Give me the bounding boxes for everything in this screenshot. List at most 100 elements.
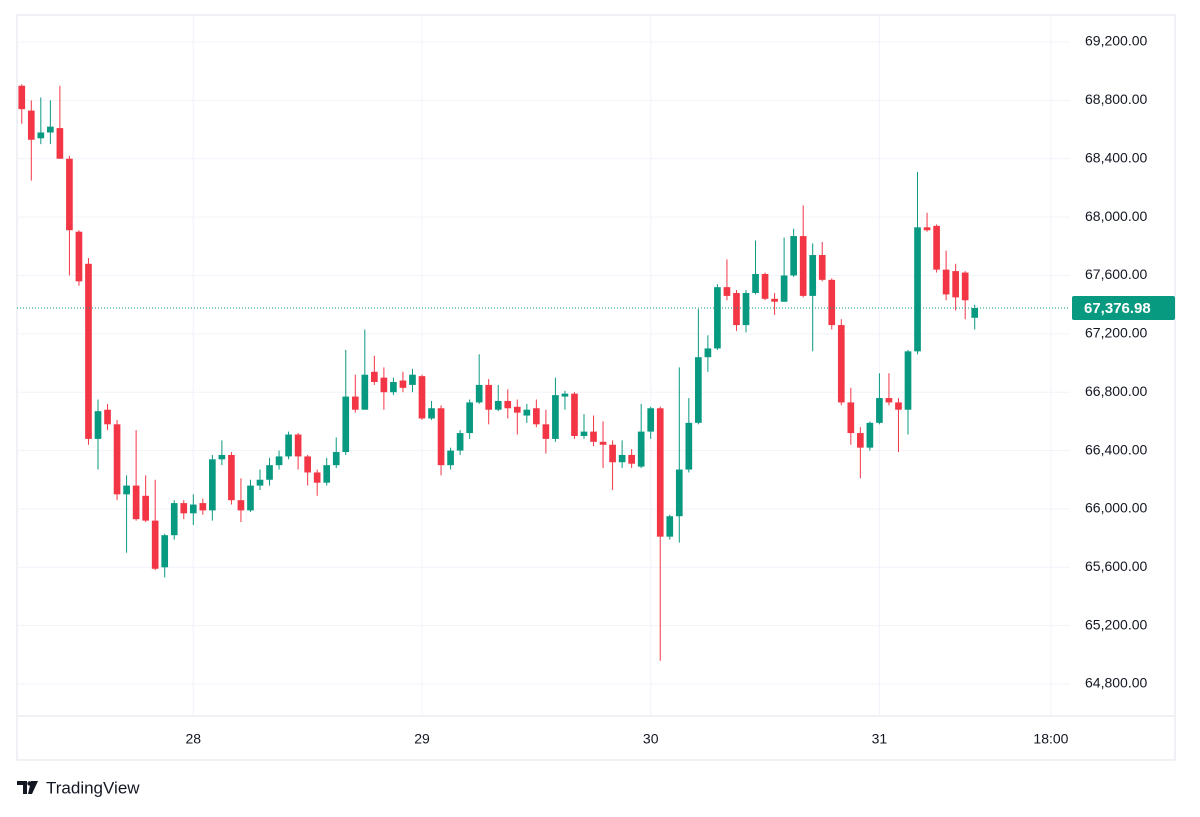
candle-body [132, 485, 140, 520]
candle-body [580, 431, 588, 436]
candle-body [695, 357, 702, 423]
candle-body [809, 255, 817, 296]
candle-body [37, 132, 45, 139]
y-tick-label: 69,200.00 [1085, 33, 1147, 49]
logo: TradingView [17, 778, 140, 797]
candle-body [390, 381, 397, 393]
candle-body [675, 469, 683, 517]
candle-body [494, 400, 502, 410]
candle-body [85, 263, 92, 439]
candle-body [123, 485, 130, 495]
candle-body [323, 465, 331, 483]
y-tick-label: 68,000.00 [1085, 208, 1147, 224]
candle-body [828, 279, 836, 326]
candle-body [923, 227, 931, 231]
candle-body [876, 398, 883, 423]
candle-body [799, 236, 807, 296]
candle-body [285, 434, 292, 457]
candle-body [599, 441, 607, 445]
y-tick-label: 66,400.00 [1085, 441, 1147, 457]
candle-body [199, 503, 207, 511]
candles [17, 84, 1070, 661]
candle-body [952, 271, 959, 298]
candle-body [666, 516, 674, 537]
candle-body [142, 495, 149, 521]
candle-body [628, 454, 635, 464]
x-tick-label: 31 [872, 731, 888, 747]
candle-body [847, 402, 855, 434]
candle-body [313, 472, 321, 483]
candle-body [647, 408, 655, 432]
candle-body [294, 434, 302, 457]
candle-body [399, 380, 407, 388]
candle-body [895, 402, 902, 410]
candle-body [790, 236, 797, 276]
candle-body [618, 454, 626, 463]
candle-body [866, 422, 874, 448]
candle-body [513, 406, 521, 413]
candle-body [380, 377, 388, 393]
y-tick-label: 65,600.00 [1085, 558, 1147, 574]
candle-body [733, 292, 740, 326]
candle-body [418, 376, 426, 419]
candle-body [361, 374, 369, 410]
candle-body [714, 287, 721, 349]
candle-body [504, 400, 512, 409]
candle-body [904, 351, 912, 410]
candle-body [466, 402, 473, 434]
y-tick-label: 66,000.00 [1085, 500, 1147, 516]
candle-body [209, 459, 216, 511]
candle-body [170, 503, 178, 536]
candle-body [590, 431, 597, 442]
candle-body [942, 269, 950, 295]
candle-body [752, 274, 759, 293]
candle-body [256, 479, 264, 486]
x-tick-label: 18:00 [1033, 731, 1068, 747]
candle-body [18, 85, 26, 110]
candle-body [304, 456, 311, 473]
y-tick-label: 68,400.00 [1085, 149, 1147, 165]
candle-body [780, 275, 788, 302]
candle-body [161, 535, 169, 568]
candle-body [437, 408, 445, 466]
candle-body [857, 433, 864, 448]
candle-body [723, 287, 731, 296]
candle-body [351, 396, 359, 410]
candle-body [409, 374, 416, 385]
candle-body [656, 408, 664, 537]
last-price-label: 67,376.98 [1084, 300, 1151, 317]
candle-body [475, 384, 483, 403]
y-tick-label: 67,600.00 [1085, 266, 1147, 282]
candle-body [523, 409, 531, 416]
candle-body [27, 110, 35, 140]
candle-body [104, 409, 111, 425]
candle-body [56, 128, 64, 159]
y-tick-label: 64,800.00 [1085, 675, 1147, 691]
candle-body [189, 504, 197, 514]
candle-body [742, 292, 750, 326]
candle-body [485, 384, 493, 410]
candle-body [552, 395, 559, 439]
candle-body [542, 424, 550, 439]
candle-body [961, 272, 969, 301]
candle-body [218, 454, 226, 460]
candle-body [456, 433, 464, 451]
candle-body [447, 450, 454, 466]
candle-body [885, 398, 893, 403]
candle-body [275, 456, 283, 466]
candle-body [637, 431, 645, 467]
candle-body [533, 408, 540, 425]
axis-labels: 64,800.00 65,200.00 65,600.00 66,000.00 66,4… [186, 33, 1175, 747]
candle-body [371, 371, 378, 382]
candle-body [237, 500, 245, 511]
candle-body [971, 308, 979, 318]
candle-body [771, 298, 778, 302]
candle-body [247, 485, 254, 511]
candle-body [761, 274, 769, 299]
y-tick-label: 66,800.00 [1085, 383, 1147, 399]
logo-dot [27, 781, 32, 786]
candle-body [47, 126, 54, 133]
candle-body [609, 444, 616, 463]
candle-body [704, 348, 712, 358]
